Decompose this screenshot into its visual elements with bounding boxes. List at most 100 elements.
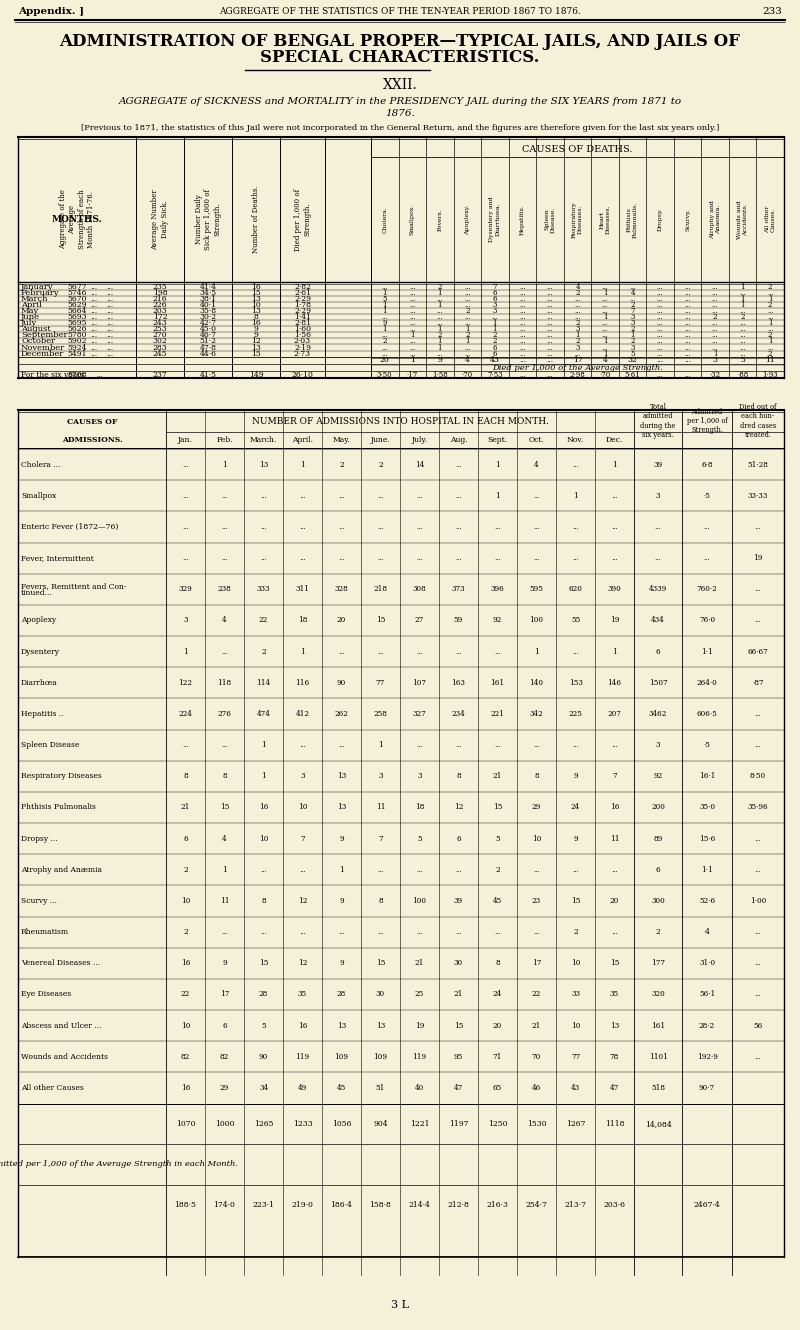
Text: 1: 1: [573, 492, 578, 500]
Text: CAUSES OF: CAUSES OF: [67, 418, 117, 426]
Text: ...: ...: [260, 492, 267, 500]
Text: 2: 2: [438, 282, 442, 290]
Text: ...: ...: [611, 866, 618, 874]
Text: 233: 233: [762, 8, 782, 16]
Text: 10: 10: [532, 835, 541, 843]
Text: 39: 39: [654, 460, 662, 468]
Text: 14,084: 14,084: [645, 1120, 671, 1128]
Text: 5·61: 5·61: [625, 371, 641, 379]
Text: ...: ...: [106, 301, 113, 309]
Text: ...: ...: [611, 523, 618, 531]
Text: ...: ...: [767, 343, 774, 351]
Text: 52·6: 52·6: [699, 896, 715, 904]
Text: 39: 39: [454, 896, 463, 904]
Text: Venereal Diseases ...: Venereal Diseases ...: [21, 959, 100, 967]
Text: 140: 140: [530, 678, 543, 686]
Text: ...: ...: [106, 319, 113, 327]
Text: 16: 16: [610, 803, 619, 811]
Text: ...: ...: [519, 343, 526, 351]
Text: Admitted
per 1,000 of
Strength.: Admitted per 1,000 of Strength.: [686, 408, 727, 434]
Text: 474: 474: [257, 710, 270, 718]
Text: 59: 59: [454, 616, 463, 624]
Text: 1265: 1265: [254, 1120, 274, 1128]
Text: 21: 21: [415, 959, 424, 967]
Text: ...: ...: [704, 523, 710, 531]
Text: 620: 620: [569, 585, 582, 593]
Text: 9: 9: [382, 319, 387, 327]
Text: 253: 253: [153, 326, 167, 334]
Text: 262: 262: [334, 710, 349, 718]
Text: Respiratory Diseases: Respiratory Diseases: [21, 773, 102, 781]
Text: 45: 45: [337, 1084, 346, 1092]
Text: 1876.: 1876.: [385, 109, 415, 118]
Text: 15: 15: [259, 959, 268, 967]
Text: ...: ...: [602, 282, 609, 290]
Text: 51·28: 51·28: [747, 460, 769, 468]
Text: ...: ...: [377, 492, 384, 500]
Text: Rheumatism: Rheumatism: [21, 928, 69, 936]
Text: 4: 4: [630, 289, 635, 297]
Text: 44·6: 44·6: [199, 350, 217, 358]
Text: Number Daily
Sick per 1,000 of
Strength.: Number Daily Sick per 1,000 of Strength.: [195, 189, 221, 250]
Text: March.: March.: [250, 436, 277, 444]
Text: December: December: [21, 350, 64, 358]
Text: ...: ...: [602, 307, 609, 315]
Text: ...: ...: [767, 289, 774, 297]
Text: ...: ...: [533, 928, 540, 936]
Text: ...: ...: [437, 307, 443, 315]
Text: ...: ...: [712, 331, 718, 339]
Text: 4339: 4339: [649, 585, 667, 593]
Text: ...: ...: [409, 289, 416, 297]
Text: 595: 595: [530, 585, 543, 593]
Text: 7: 7: [378, 835, 383, 843]
Text: ...: ...: [739, 307, 746, 315]
Text: ...: ...: [260, 866, 267, 874]
Text: ...: ...: [739, 343, 746, 351]
Text: 11: 11: [376, 803, 386, 811]
Text: 2: 2: [183, 866, 188, 874]
Text: ...: ...: [519, 338, 526, 346]
Text: 2·81: 2·81: [294, 319, 311, 327]
Text: ...: ...: [657, 356, 664, 364]
Text: 45: 45: [493, 896, 502, 904]
Text: Spleen Disease: Spleen Disease: [21, 741, 79, 749]
Text: ...: ...: [611, 555, 618, 563]
Text: 66·67: 66·67: [748, 648, 768, 656]
Text: 15: 15: [571, 896, 580, 904]
Text: 1: 1: [741, 295, 745, 303]
Text: 161: 161: [490, 678, 505, 686]
Text: ·70: ·70: [599, 371, 610, 379]
Text: 5491: 5491: [67, 350, 86, 358]
Text: 1: 1: [438, 326, 442, 334]
Text: ...: ...: [409, 313, 416, 321]
Text: 12: 12: [454, 803, 463, 811]
Text: 100: 100: [530, 616, 543, 624]
Text: ...: ...: [494, 741, 501, 749]
Text: ...: ...: [299, 866, 306, 874]
Text: ...: ...: [684, 343, 691, 351]
Text: 149: 149: [249, 371, 263, 379]
Text: 186·4: 186·4: [330, 1201, 353, 1209]
Text: 1·60: 1·60: [294, 326, 311, 334]
Text: 1: 1: [410, 356, 414, 364]
Text: 21: 21: [493, 773, 502, 781]
Text: 15: 15: [251, 350, 261, 358]
Text: 16: 16: [298, 1021, 307, 1029]
Text: 311: 311: [295, 585, 310, 593]
Text: Eye Diseases: Eye Diseases: [21, 991, 71, 999]
Text: 5: 5: [630, 350, 635, 358]
Text: ...: ...: [572, 523, 579, 531]
Text: 12: 12: [298, 896, 307, 904]
Text: Cholera ...: Cholera ...: [21, 460, 61, 468]
Text: 12: 12: [298, 959, 307, 967]
Text: 1·93: 1·93: [762, 371, 778, 379]
Text: 3 L: 3 L: [391, 1299, 409, 1310]
Text: 1: 1: [612, 460, 617, 468]
Text: 30: 30: [454, 959, 463, 967]
Text: 13: 13: [376, 1021, 385, 1029]
Text: 5: 5: [740, 356, 745, 364]
Text: 8: 8: [222, 773, 227, 781]
Text: ...: ...: [546, 331, 554, 339]
Text: 77: 77: [376, 678, 385, 686]
Text: ...: ...: [712, 282, 718, 290]
